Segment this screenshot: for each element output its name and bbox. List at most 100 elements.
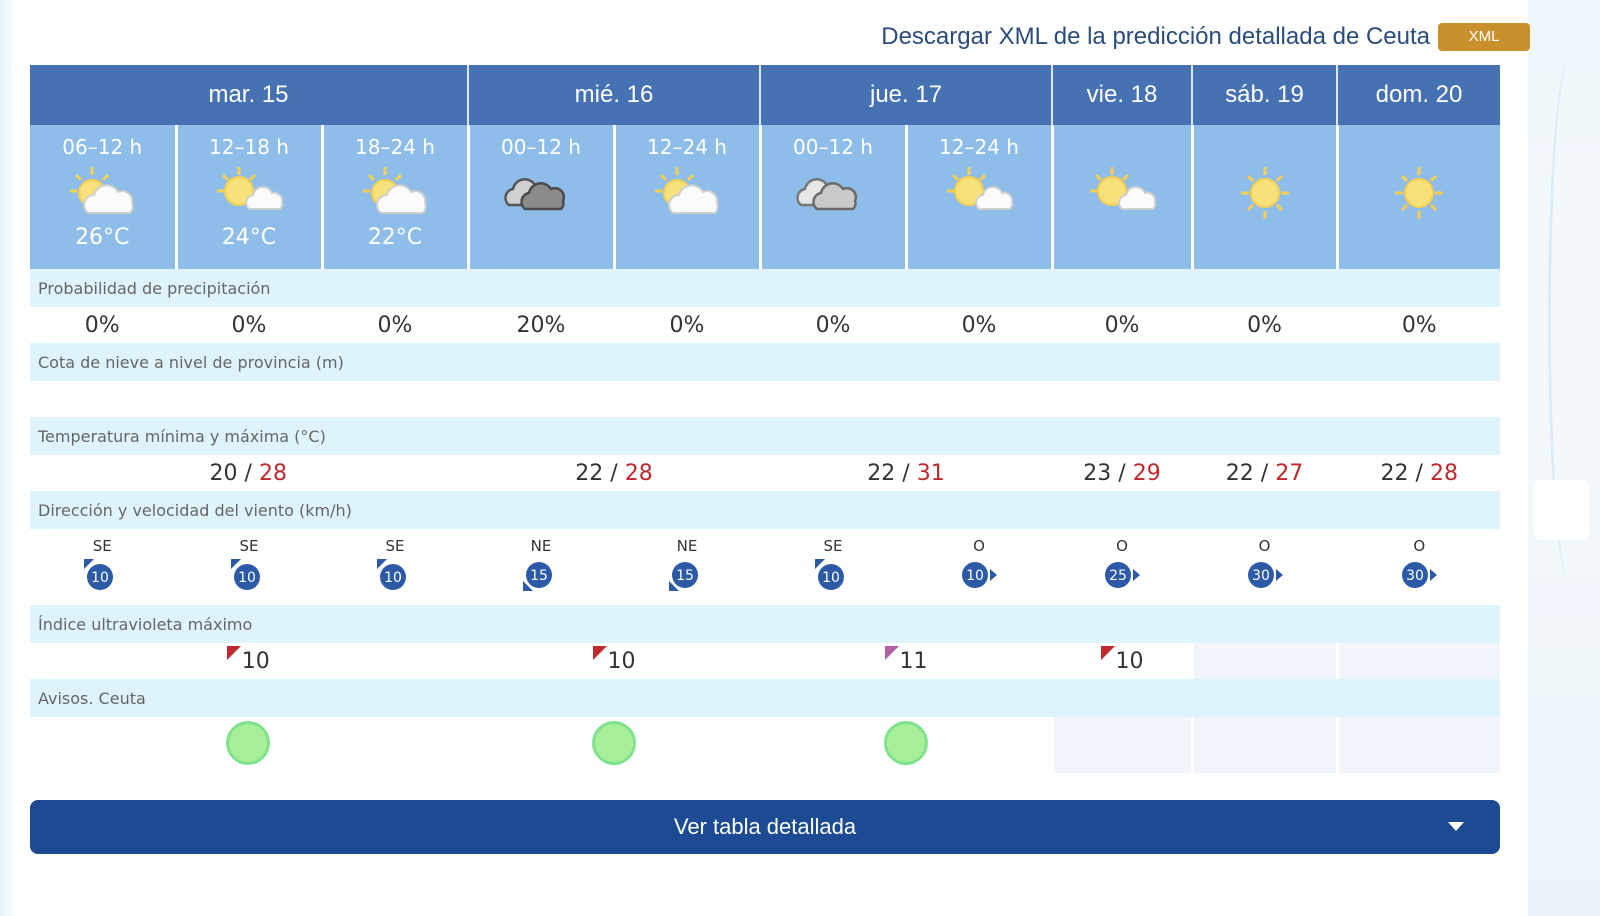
aviso-green-circle-icon[interactable] <box>884 721 929 765</box>
period-time: 12–18 h <box>209 135 289 159</box>
period-cell: 06–12 h 26°C <box>30 125 178 269</box>
snow-value <box>1050 381 1194 417</box>
uv-cell-empty <box>1190 643 1339 679</box>
temp-range: 22 / 27 <box>1190 455 1339 491</box>
uv-cell: 11 <box>758 643 1054 679</box>
period-temp: 22°C <box>367 225 423 250</box>
uv-cell: 10 <box>30 643 470 679</box>
precip-value: 0% <box>174 307 324 343</box>
period-cell <box>1050 125 1194 269</box>
temp-sep: / <box>902 460 910 486</box>
download-xml-link[interactable]: Descargar XML de la predicción detallada… <box>881 23 1430 50</box>
wind-speed: 25 <box>1109 568 1127 584</box>
period-time: 00–12 h <box>793 135 873 159</box>
period-cell: 00–12 h <box>466 125 616 269</box>
cloud-icon <box>796 178 858 211</box>
precip-row: 0% 0% 0% 20% 0% 0% 0% 0% 0% 0% <box>30 307 1501 343</box>
sun-cloud-icon <box>217 167 284 210</box>
temp-max: 28 <box>624 460 653 486</box>
aviso-cell-empty <box>1190 717 1339 773</box>
wind-arrow-o-icon: 10 <box>962 562 998 588</box>
temp-max: 28 <box>1429 460 1458 486</box>
day-header: sáb. 19 <box>1191 65 1339 125</box>
wind-arrow-o-icon: 30 <box>1402 562 1438 588</box>
uv-flag-icon <box>884 645 899 660</box>
uv-flag-icon <box>226 645 241 660</box>
wind-speed: 10 <box>966 568 984 584</box>
wind-speed: 15 <box>530 568 548 584</box>
temp-sep: / <box>610 460 618 486</box>
temp-max: 31 <box>916 460 945 486</box>
wind-cell: O 10 <box>904 529 1054 605</box>
snow-value <box>904 381 1054 417</box>
wind-direction: O <box>973 537 985 555</box>
aviso-cell <box>30 717 470 773</box>
wind-cell: SE 10 <box>30 529 178 605</box>
snow-value <box>1335 381 1501 417</box>
temp-max: 29 <box>1132 460 1161 486</box>
avisos-label: Avisos. Ceuta <box>30 679 1501 717</box>
temp-min: 22 <box>867 460 896 486</box>
wind-arrow-se-icon: 10 <box>815 559 845 590</box>
day-header: mié. 16 <box>466 65 762 125</box>
chevron-down-icon <box>1448 822 1464 831</box>
wind-speed: 10 <box>384 570 402 586</box>
temp-min: 22 <box>1380 460 1409 486</box>
period-cell <box>1190 125 1339 269</box>
wind-direction: SE <box>239 537 259 555</box>
uv-cell-empty <box>1335 643 1501 679</box>
detailed-table-label: Ver tabla detallada <box>673 814 857 839</box>
avisos-row <box>30 717 1501 773</box>
wind-direction: NE <box>530 537 552 555</box>
background-right-decoration <box>1528 0 1600 916</box>
sun-cloud-icon <box>1090 167 1157 210</box>
sun-cloud-icon <box>363 167 427 214</box>
uv-flag-icon <box>592 645 607 660</box>
download-bar: Descargar XML de la predicción detallada… <box>30 20 1530 54</box>
precip-label: Probabilidad de precipitación <box>30 269 1501 307</box>
precip-value: 0% <box>1050 307 1194 343</box>
period-time: 18–24 h <box>355 135 435 159</box>
temp-range: 23 / 29 <box>1050 455 1194 491</box>
sun-icon <box>1240 167 1289 219</box>
wind-speed: 10 <box>238 570 256 586</box>
wind-speed: 30 <box>1252 568 1270 584</box>
aviso-cell <box>466 717 762 773</box>
wind-label: Dirección y velocidad del viento (km/h) <box>30 491 1501 529</box>
xml-badge[interactable]: XML <box>1438 23 1530 51</box>
period-row: 06–12 h 26°C 12–18 h 24°C 18–24 h <box>30 125 1501 269</box>
wind-arrow-se-icon: 10 <box>231 559 260 590</box>
uv-label: Índice ultravioleta máximo <box>30 605 1501 643</box>
wind-direction: NE <box>676 537 698 555</box>
wind-cell: SE 10 <box>174 529 324 605</box>
wind-speed: 10 <box>822 570 840 586</box>
uv-value: 10 <box>607 648 636 674</box>
aviso-green-circle-icon[interactable] <box>592 721 636 765</box>
wind-cell: SE 10 <box>320 529 470 605</box>
wind-arrow-se-icon: 10 <box>84 559 114 590</box>
aviso-cell <box>758 717 1054 773</box>
snow-value <box>30 381 178 417</box>
period-cell: 00–12 h <box>758 125 908 269</box>
temp-label: Temperatura mínima y máxima (°C) <box>30 417 1501 455</box>
period-cell <box>1335 125 1501 269</box>
sun-cloud-icon <box>655 167 719 214</box>
day-header-row: mar. 15 mié. 16 jue. 17 vie. 18 sáb. 19 … <box>30 65 1501 125</box>
period-time <box>1054 135 1191 161</box>
temp-row: 20 / 28 22 / 28 22 / 31 23 / 29 22 / 27 … <box>30 455 1501 491</box>
precip-value: 20% <box>466 307 616 343</box>
period-temp: 24°C <box>221 225 277 250</box>
uv-cell: 10 <box>1050 643 1194 679</box>
forecast-table: mar. 15 mié. 16 jue. 17 vie. 18 sáb. 19 … <box>30 65 1501 773</box>
dark-cloud-icon <box>504 178 566 211</box>
temp-min: 20 <box>209 460 238 486</box>
detailed-table-button[interactable]: Ver tabla detallada <box>30 800 1500 854</box>
wind-direction: SE <box>385 537 405 555</box>
period-time: 06–12 h <box>62 135 143 159</box>
aviso-green-circle-icon[interactable] <box>226 721 271 765</box>
wind-arrow-ne-icon: 15 <box>523 562 552 591</box>
wind-label-row: Dirección y velocidad del viento (km/h) <box>30 491 1501 529</box>
wind-direction: O <box>1413 537 1426 555</box>
day-header: vie. 18 <box>1051 65 1194 125</box>
precip-value: 0% <box>758 307 908 343</box>
